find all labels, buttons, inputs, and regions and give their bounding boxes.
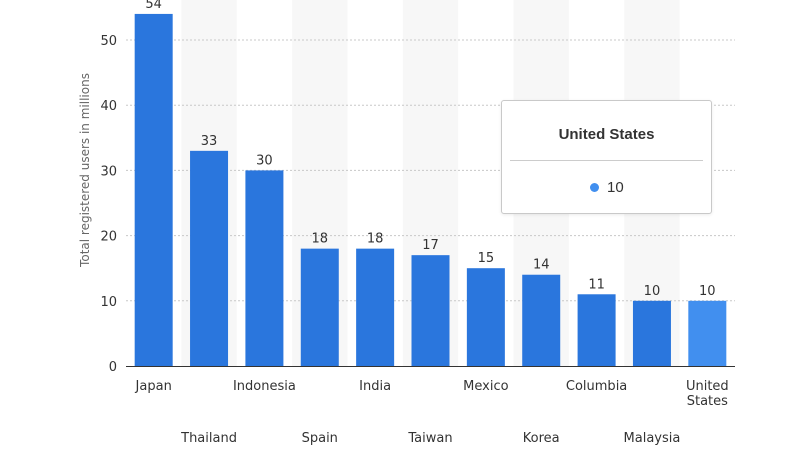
- series-dot-icon: [590, 183, 599, 192]
- data-label: 10: [699, 284, 716, 299]
- category-label: India: [359, 379, 391, 394]
- bar[interactable]: [466, 268, 505, 366]
- data-label: 33: [201, 134, 218, 149]
- tooltip-title: United States: [558, 126, 655, 143]
- value-labels: 54 33 30 18 18 17 15 14 11 10 10: [145, 0, 715, 299]
- data-label: 10: [644, 284, 661, 299]
- category-label: United States: [686, 379, 729, 409]
- category-labels: Japan Thailand Indonesia Spain India Taiwan Me…: [135, 379, 729, 446]
- category-label: Spain: [302, 431, 338, 446]
- tooltip-value: 10: [607, 179, 624, 196]
- data-label: 30: [256, 153, 273, 168]
- bar[interactable]: [300, 248, 339, 366]
- bars: [134, 13, 727, 366]
- data-label: 18: [311, 232, 328, 247]
- bar[interactable]: [411, 255, 450, 366]
- data-label: 17: [422, 238, 439, 253]
- y-tick-label: 50: [100, 34, 117, 49]
- bar[interactable]: [134, 13, 173, 366]
- tooltip-row: 10: [590, 179, 624, 196]
- bar[interactable]: [522, 274, 561, 366]
- bar[interactable]: [245, 170, 284, 366]
- y-axis-title: Total registered users in millions: [78, 73, 92, 268]
- category-label: Taiwan: [407, 431, 452, 446]
- y-tick-label: 40: [100, 99, 117, 114]
- data-label: 18: [367, 232, 384, 247]
- data-label: 54: [145, 0, 162, 12]
- y-tick-label: 20: [100, 230, 117, 245]
- category-label: Indonesia: [233, 379, 296, 394]
- category-label: Korea: [523, 431, 560, 446]
- y-tick-label: 30: [100, 164, 117, 179]
- data-label: 15: [478, 251, 495, 266]
- tooltip: United States 10: [501, 100, 712, 214]
- category-label: Columbia: [566, 379, 627, 394]
- category-label: Malaysia: [624, 431, 681, 446]
- category-label: Thailand: [180, 431, 237, 446]
- data-label: 11: [588, 277, 605, 292]
- y-axis-ticks: 0 10 20 30 40 50: [100, 34, 117, 375]
- bar[interactable]: [356, 248, 395, 366]
- y-tick-label: 0: [109, 360, 117, 375]
- category-label: Japan: [135, 379, 172, 394]
- category-label: Mexico: [463, 379, 508, 394]
- bar[interactable]: [688, 300, 727, 366]
- bar[interactable]: [190, 150, 229, 366]
- bar[interactable]: [632, 300, 671, 366]
- tooltip-divider: [510, 160, 703, 161]
- data-label: 14: [533, 258, 550, 273]
- bar[interactable]: [577, 294, 616, 366]
- y-tick-label: 10: [100, 295, 117, 310]
